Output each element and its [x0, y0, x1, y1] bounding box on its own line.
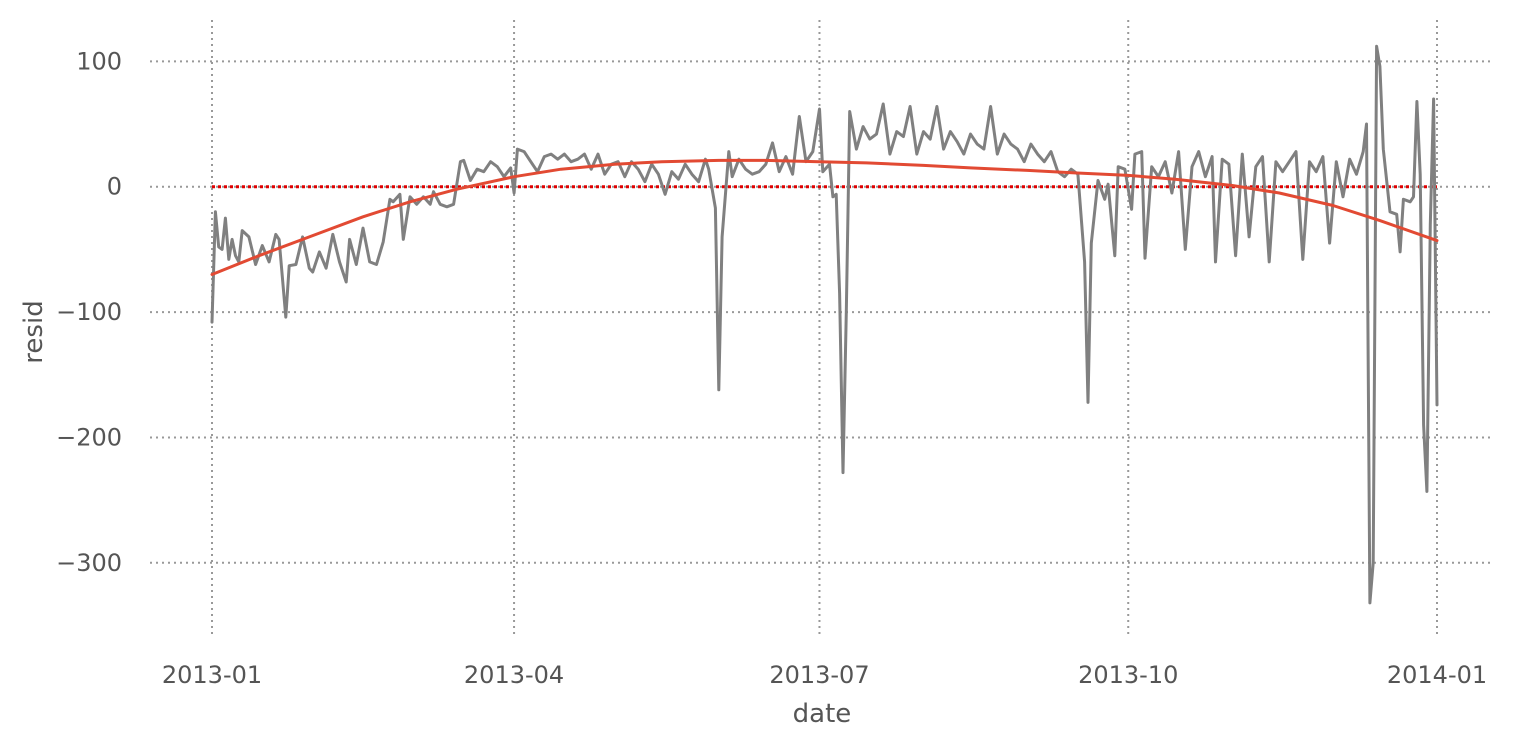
y-tick-label: 0	[107, 173, 122, 201]
tick-labels: 100 0 −100 −200 −300 2013-01 2013-04 2013-07 201…	[56, 47, 1487, 689]
y-axis-label: resid	[19, 300, 49, 363]
residual-series-line	[210, 44, 1439, 605]
x-tick-label: 2013-07	[769, 661, 869, 689]
x-tick-label: 2014-01	[1387, 661, 1487, 689]
grid-lines	[150, 20, 1494, 638]
x-tick-label: 2013-04	[464, 661, 564, 689]
y-tick-label: −300	[56, 549, 122, 577]
x-tick-label: 2013-10	[1078, 661, 1178, 689]
y-tick-label: −200	[56, 423, 122, 451]
trend-curve-line	[210, 158, 1439, 276]
x-axis-label: date	[793, 699, 852, 729]
x-tick-label: 2013-01	[162, 661, 262, 689]
y-tick-label: −100	[56, 298, 122, 326]
y-tick-label: 100	[76, 47, 122, 75]
series-layer	[210, 44, 1439, 605]
